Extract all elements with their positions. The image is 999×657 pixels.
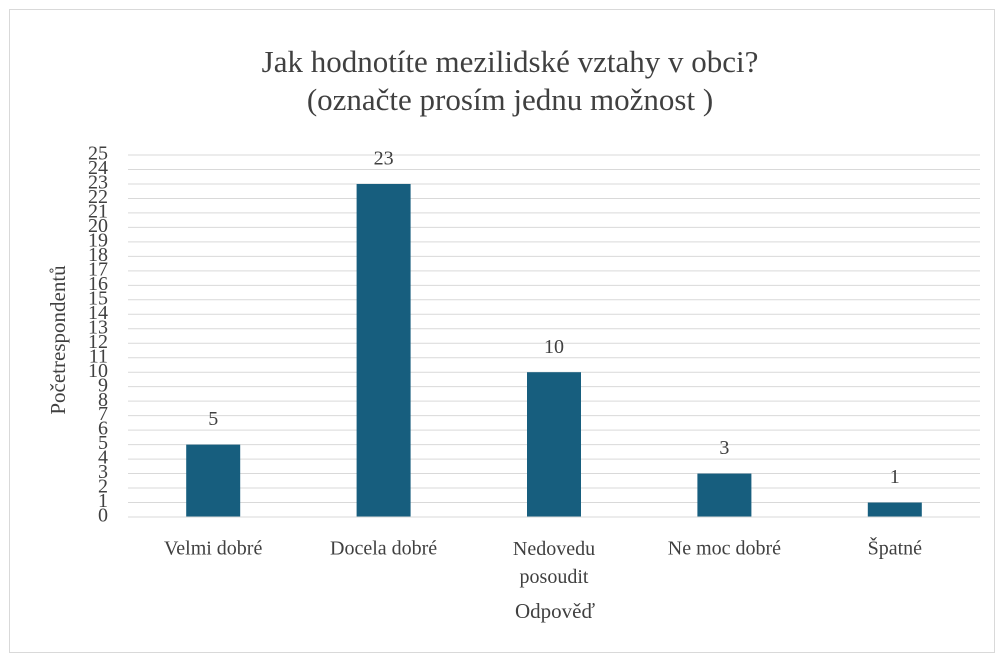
data-label: 10 — [544, 336, 564, 358]
y-tick-label: 12 — [88, 331, 108, 353]
bar — [527, 372, 581, 517]
data-label: 5 — [208, 408, 218, 430]
y-tick-label: 2 — [98, 476, 108, 498]
y-tick-label: 21 — [88, 201, 108, 223]
y-tick-label: 22 — [88, 186, 108, 208]
bar — [356, 183, 411, 517]
y-tick-label: 6 — [98, 418, 108, 440]
y-tick-label: 20 — [88, 215, 108, 237]
y-tick-label: 5 — [98, 432, 108, 454]
y-axis-label: Početrespondentů — [46, 265, 70, 415]
y-tick-label: 3 — [98, 461, 108, 483]
y-tick-label: 16 — [88, 273, 108, 295]
y-tick-label: 23 — [88, 172, 108, 194]
y-tick-label: 19 — [88, 229, 108, 251]
y-tick-label: 4 — [98, 447, 108, 469]
x-axis-label: Odpověď — [515, 599, 595, 623]
bar — [697, 473, 752, 517]
data-label: 23 — [374, 148, 394, 170]
y-tick-label: 7 — [98, 403, 108, 425]
y-tick-label: 14 — [88, 302, 108, 324]
y-tick-label: 15 — [88, 287, 108, 309]
y-tick-label: 17 — [88, 258, 108, 280]
y-tick-label: 1 — [98, 490, 108, 512]
chart-border — [9, 9, 995, 653]
y-tick-label: 25 — [88, 143, 108, 165]
data-label: 1 — [890, 466, 900, 488]
y-tick-label: 13 — [88, 316, 108, 338]
x-tick-label: Špatné — [868, 536, 923, 560]
y-tick-label: 8 — [98, 389, 108, 411]
bar — [867, 502, 922, 517]
y-tick-label: 18 — [88, 244, 108, 266]
y-tick-label: 10 — [88, 360, 108, 382]
chart-title-line: Jak hodnotíte mezilidské vztahy v obci? — [262, 44, 759, 79]
x-tick-label: Velmi dobré — [164, 538, 262, 560]
data-label: 3 — [719, 437, 729, 459]
chart-title-line: (označte prosím jednu možnost ) — [307, 82, 713, 117]
x-tick-label: Docela dobré — [330, 538, 437, 560]
y-tick-label: 24 — [88, 157, 108, 179]
bar — [186, 444, 241, 517]
y-tick-label: 0 — [98, 505, 108, 527]
y-tick-label: 9 — [98, 374, 108, 396]
x-tick-label: Ne moc dobré — [668, 538, 781, 560]
x-tick-label: Nedovedu posoudit — [513, 538, 595, 588]
y-tick-label: 11 — [89, 345, 108, 367]
